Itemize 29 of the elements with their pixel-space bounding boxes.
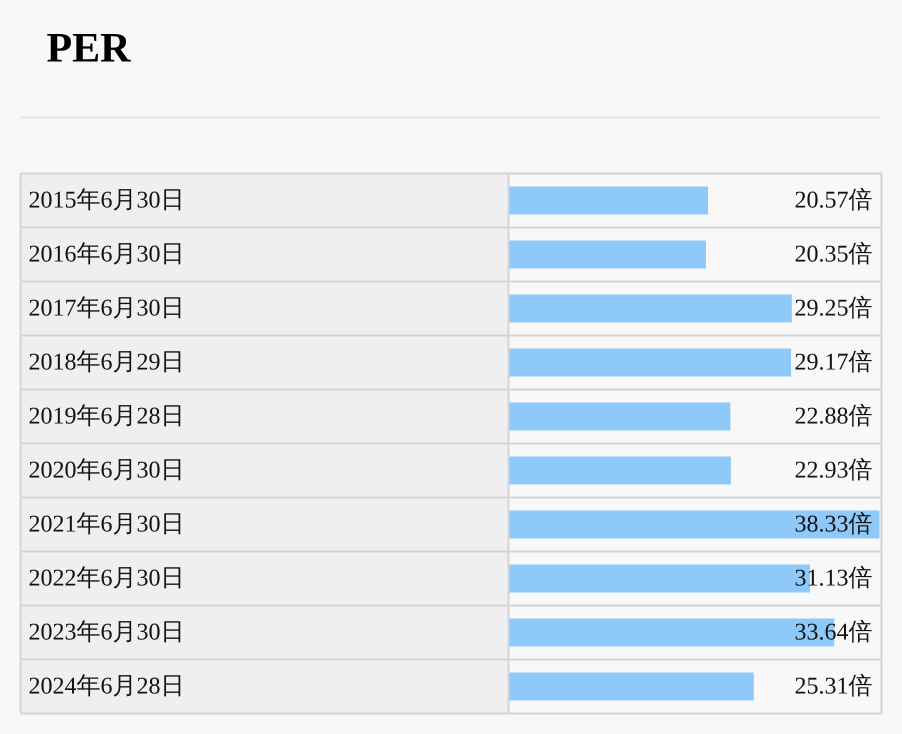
data-label: 33.64倍 (794, 618, 872, 646)
data-label: 38.33倍 (794, 510, 872, 538)
y-tick-label: 2015年6月30日 (28, 188, 184, 214)
y-tick-label: 2017年6月30日 (28, 296, 184, 322)
bar (510, 186, 708, 214)
y-tick-label: 2019年6月28日 (28, 404, 184, 430)
y-tick-label: 2020年6月30日 (28, 458, 184, 484)
data-label: 22.93倍 (794, 456, 872, 484)
bar (510, 510, 880, 538)
bar (510, 240, 706, 268)
y-tick-label: 2018年6月29日 (28, 350, 184, 376)
y-tick-label: 2023年6月30日 (28, 620, 184, 646)
data-label: 25.31倍 (794, 672, 872, 700)
text: PER (46, 26, 132, 72)
data-label: 20.35倍 (794, 240, 872, 268)
bar (510, 402, 730, 430)
y-tick-label: 2021年6月30日 (28, 512, 184, 538)
bar (510, 294, 792, 322)
data-label: 29.17倍 (794, 348, 872, 376)
data-label: 31.13倍 (794, 564, 872, 592)
bar (510, 672, 754, 700)
data-label: 29.25倍 (794, 294, 872, 322)
bar (510, 456, 731, 484)
bar (510, 348, 792, 376)
y-tick-label: 2022年6月30日 (28, 566, 184, 592)
y-tick-label: 2016年6月30日 (28, 242, 184, 268)
data-label: 22.88倍 (794, 402, 872, 430)
y-tick-label: 2024年6月28日 (28, 674, 184, 700)
data-label: 20.57倍 (794, 186, 872, 214)
